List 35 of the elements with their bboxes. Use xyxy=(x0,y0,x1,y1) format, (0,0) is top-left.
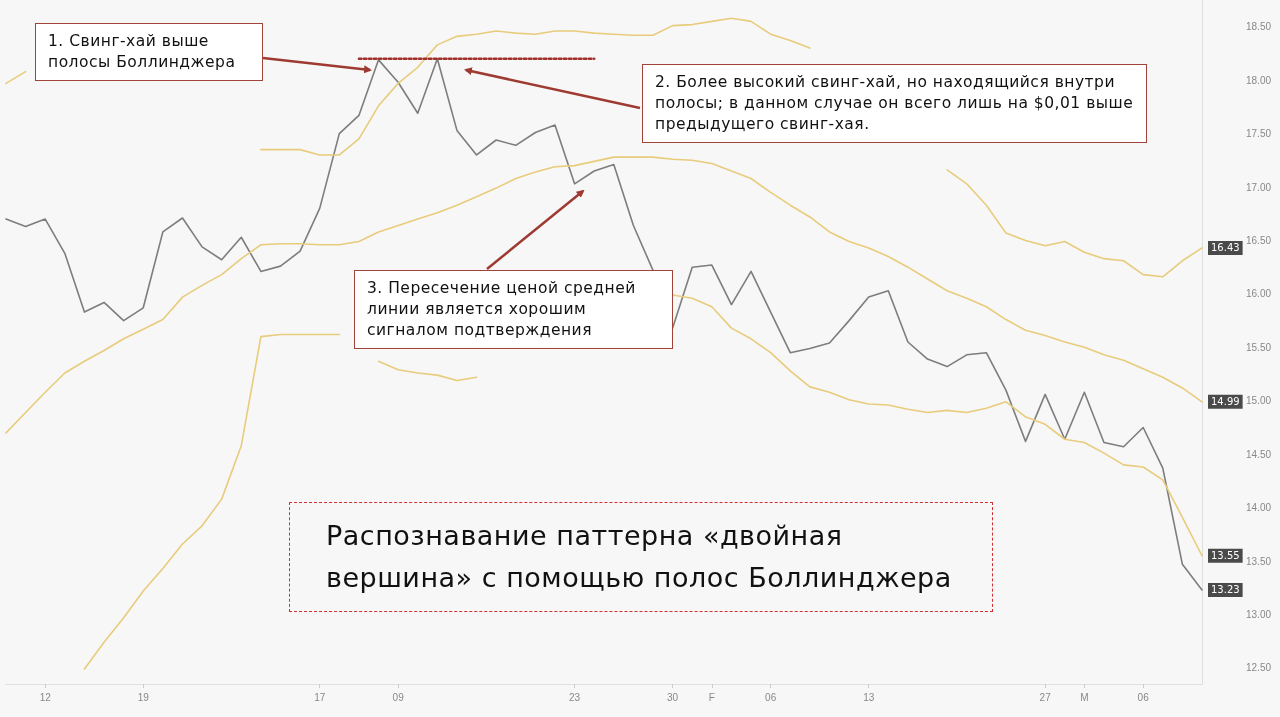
x-tick-label: 12 xyxy=(39,691,52,703)
data-label: 14.99 xyxy=(1211,396,1240,408)
x-tick-label: 09 xyxy=(392,691,405,703)
y-tick-label: 16.00 xyxy=(1246,288,1272,300)
x-tick-label: 17 xyxy=(314,691,326,703)
x-tick-label: 06 xyxy=(765,691,777,703)
y-tick-label: 18.00 xyxy=(1246,74,1272,86)
callout-box: 2. Более высокий свинг-хай, но находящийся внутри полосы; в данном случае он всего лишь на $0,01 выше предыдущего свинг-хая. xyxy=(642,64,1147,143)
text: Распознавание паттерна «двойная вершина» с помощью полос Боллинджера xyxy=(289,502,993,612)
y-tick-label: 17.00 xyxy=(1246,181,1272,193)
x-tick-label: 19 xyxy=(137,691,150,703)
y-tick-label: 15.00 xyxy=(1246,395,1272,407)
y-tick-label: 18.50 xyxy=(1246,21,1272,33)
y-tick-label: 15.50 xyxy=(1246,341,1272,353)
callout-box: 1. Свинг-хай выше полосы Боллинджера xyxy=(35,23,263,81)
x-tick-label: M xyxy=(1080,691,1089,703)
data-label: 13.23 xyxy=(1211,584,1240,596)
x-tick-label: 06 xyxy=(1137,691,1150,703)
data-label: 16.43 xyxy=(1211,242,1240,254)
x-tick-label: 13 xyxy=(863,691,875,703)
line-series xyxy=(5,156,1203,434)
x-tick-label: 30 xyxy=(667,691,679,703)
line-series xyxy=(5,57,1203,591)
y-tick-label: 14.00 xyxy=(1246,502,1272,514)
y-tick-label: 12.50 xyxy=(1246,662,1272,674)
y-tick-label: 17.50 xyxy=(1246,128,1272,140)
x-tick-label: 27 xyxy=(1039,691,1052,703)
data-label: 13.55 xyxy=(1211,550,1240,562)
x-tick-label: 23 xyxy=(569,691,581,703)
x-tick-label: F xyxy=(708,691,715,703)
y-tick-label: 13.50 xyxy=(1246,555,1272,567)
y-tick-label: 16.50 xyxy=(1246,234,1272,246)
callout-box: 3. Пересечение ценой средней линии является хорошим сигналом подтверждения xyxy=(354,270,673,349)
y-tick-label: 14.50 xyxy=(1246,448,1272,460)
y-tick-label: 13.00 xyxy=(1246,609,1272,621)
